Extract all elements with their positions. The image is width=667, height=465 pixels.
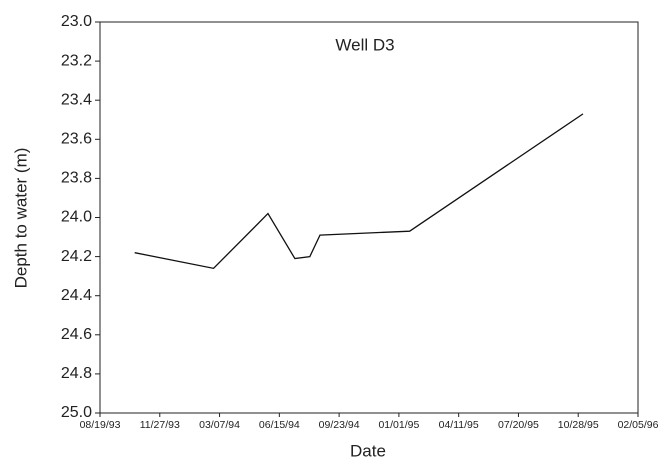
x-tick-label: 11/27/93	[140, 419, 180, 431]
y-tick-label: 24.4	[61, 287, 92, 304]
y-tick-label: 23.0	[61, 13, 92, 30]
x-tick-label: 06/15/94	[259, 419, 300, 431]
x-tick-label: 08/19/93	[80, 419, 121, 431]
y-tick-label: 24.2	[61, 248, 92, 265]
y-tick-label: 24.8	[61, 365, 92, 382]
y-tick-label: 25.0	[61, 404, 92, 421]
y-tick-label: 23.4	[61, 91, 92, 108]
y-tick-label: 23.2	[61, 52, 92, 69]
y-tick-label: 23.6	[61, 131, 92, 148]
y-tick-label: 24.6	[61, 326, 92, 343]
x-tick-label: 04/11/95	[439, 419, 479, 431]
plot-frame	[99, 21, 639, 414]
y-tick-label: 24.0	[61, 209, 92, 226]
x-tick-label: 10/28/95	[558, 419, 599, 431]
x-axis-label: Date	[350, 441, 386, 460]
y-axis-label: Depth to water (m)	[11, 148, 30, 289]
y-tick-label: 23.8	[61, 170, 92, 187]
x-tick-label: 09/23/94	[319, 419, 360, 431]
chart-title: Well D3	[335, 35, 394, 54]
x-tick-label: 01/01/95	[378, 419, 419, 431]
x-tick-label: 03/07/94	[199, 419, 240, 431]
x-tick-label: 02/05/96	[618, 419, 659, 431]
data-line	[134, 113, 584, 270]
x-tick-label: 07/20/95	[498, 419, 539, 431]
